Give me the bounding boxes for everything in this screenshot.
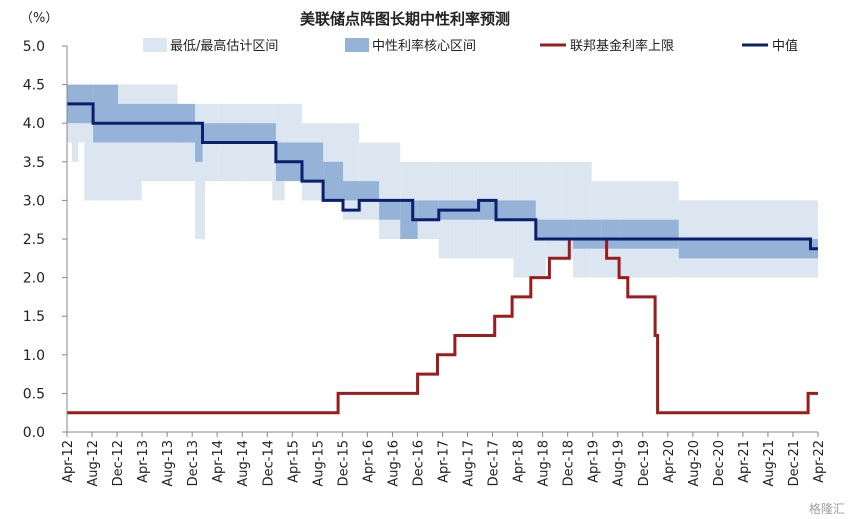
x-tick-label: Aug-16 xyxy=(386,440,401,487)
full-range-segment xyxy=(195,103,206,240)
x-tick-label: Dec-13 xyxy=(186,440,201,486)
x-tick-label: Aug-15 xyxy=(311,440,326,487)
x-tick-label: Aug-20 xyxy=(687,440,702,487)
core-range-segment xyxy=(535,219,574,239)
x-tick-label: Aug-21 xyxy=(762,440,777,487)
x-tick-label: Dec-17 xyxy=(487,440,502,486)
x-tick-label: Dec-20 xyxy=(712,440,727,486)
full-range-segment xyxy=(545,161,561,259)
x-tick-label: Dec-19 xyxy=(637,440,652,486)
x-tick-label: Dec-21 xyxy=(787,440,802,486)
x-tick-label: Aug-18 xyxy=(537,440,552,487)
core-range-segment xyxy=(323,161,344,201)
legend-swatch-full-range xyxy=(143,38,167,52)
x-tick-label: Dec-12 xyxy=(111,440,126,486)
core-range-segment xyxy=(202,123,276,143)
y-tick-label: 5.0 xyxy=(23,39,45,55)
series-lines xyxy=(67,102,818,415)
core-range-segment xyxy=(601,219,620,249)
x-tick-label: Dec-16 xyxy=(411,440,426,486)
x-tick-label: Aug-12 xyxy=(86,440,101,487)
x-tick-label: Dec-18 xyxy=(562,440,577,486)
x-tick-label: Apr-19 xyxy=(587,440,602,483)
y-tick-label: 2.5 xyxy=(23,232,45,248)
x-tick-label: Apr-21 xyxy=(737,440,752,483)
median-line xyxy=(67,102,818,251)
core-range-segment xyxy=(573,219,602,249)
core-range-segment xyxy=(619,219,679,249)
core-range-segment xyxy=(343,181,380,201)
y-tick-label: 3.0 xyxy=(23,193,45,209)
y-tick-label: 4.5 xyxy=(23,78,45,94)
core-range-segment xyxy=(478,200,496,220)
x-tick-label: Apr-22 xyxy=(812,440,827,483)
axes: 0.0 0.5 1.0 1.5 2.0 2.5 3.0 3.5 4.0 4.5 5.0 Apr-12 A… xyxy=(23,39,827,487)
legend-swatch-core-range xyxy=(345,38,369,52)
core-range-segment xyxy=(678,239,818,259)
core-range-segment xyxy=(495,200,536,220)
fed-funds-upper-line xyxy=(67,237,818,415)
y-tick-label: 4.0 xyxy=(23,116,45,132)
x-tick-label: Aug-13 xyxy=(161,440,176,487)
x-tick-label: Apr-15 xyxy=(286,440,301,483)
x-tick-label: Aug-19 xyxy=(612,440,627,487)
core-range-band xyxy=(67,84,818,259)
x-tick-label: Aug-17 xyxy=(462,440,477,487)
y-axis-unit: （%） xyxy=(20,11,58,26)
full-range-segment xyxy=(379,142,401,239)
full-range-segment xyxy=(343,123,360,220)
y-tick-label: 1.0 xyxy=(23,348,45,364)
core-range-segment xyxy=(417,200,439,220)
x-tick-label: Apr-18 xyxy=(512,440,527,483)
core-range-segment xyxy=(93,84,118,143)
x-tick-label: Apr-16 xyxy=(361,440,376,483)
legend-label-core-range: 中性利率核心区间 xyxy=(372,38,476,54)
watermark-logo: 格隆汇 xyxy=(808,502,845,516)
core-range-segment xyxy=(379,200,401,220)
legend: 最低/最高估计区间 中性利率核心区间 联邦基金利率上限 中值 xyxy=(143,38,798,54)
y-tick-label: 2.0 xyxy=(23,271,45,287)
x-tick-label: Apr-13 xyxy=(136,440,151,483)
x-tick-label: Aug-14 xyxy=(236,440,251,487)
y-tick-label: 1.5 xyxy=(23,309,45,325)
legend-label-median: 中值 xyxy=(772,38,798,54)
y-tick-label: 0.0 xyxy=(23,425,45,441)
y-tick-label: 0.5 xyxy=(23,386,45,402)
x-tick-label: Apr-12 xyxy=(61,440,76,483)
chart-title: 美联储点阵图长期中性利率预测 xyxy=(300,10,510,28)
core-range-segment xyxy=(195,123,203,162)
x-tick-label: Apr-20 xyxy=(662,440,677,483)
full-range-segment xyxy=(560,161,574,259)
legend-label-fed-funds: 联邦基金利率上限 xyxy=(570,38,674,54)
x-tick-label: Dec-15 xyxy=(336,440,351,486)
x-tick-label: Apr-14 xyxy=(211,440,226,483)
y-tick-label: 3.5 xyxy=(23,155,45,171)
x-tick-label: Dec-14 xyxy=(261,440,276,486)
legend-label-full-range: 最低/最高估计区间 xyxy=(170,38,278,54)
x-tick-label: Apr-17 xyxy=(437,440,452,483)
